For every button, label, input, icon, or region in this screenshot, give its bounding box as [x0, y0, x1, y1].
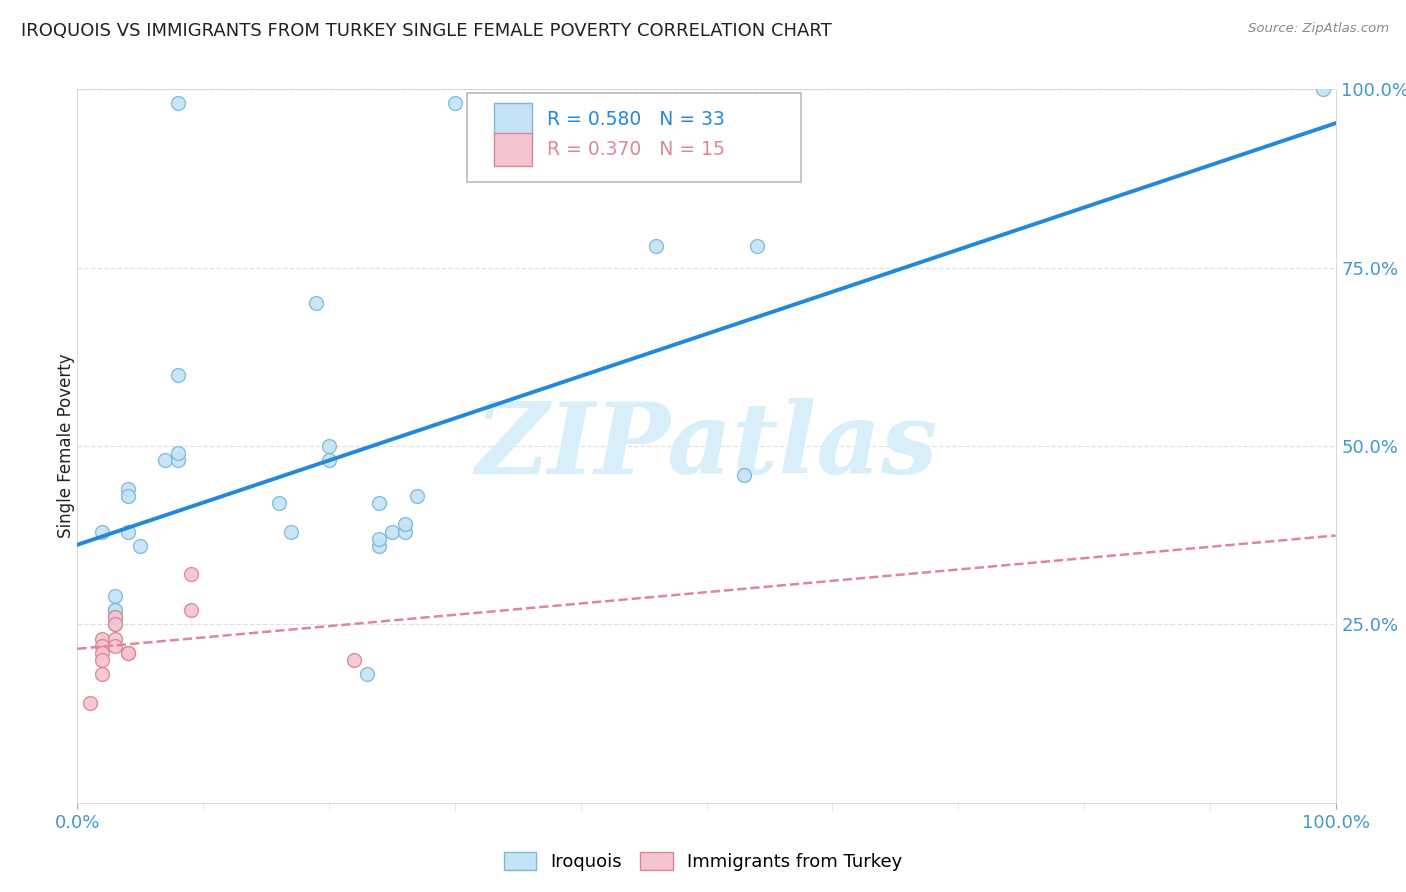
- Point: [394, 517, 416, 532]
- Text: R = 0.580   N = 33: R = 0.580 N = 33: [547, 110, 724, 129]
- Point: [104, 603, 127, 617]
- Point: [117, 646, 139, 660]
- Bar: [494, 103, 531, 136]
- Point: [104, 632, 127, 646]
- Point: [91, 646, 114, 660]
- Text: R = 0.370   N = 15: R = 0.370 N = 15: [547, 140, 724, 159]
- Bar: [494, 134, 531, 166]
- Point: [305, 296, 328, 310]
- Point: [167, 96, 190, 111]
- Point: [104, 589, 127, 603]
- Point: [280, 524, 302, 539]
- Text: IROQUOIS VS IMMIGRANTS FROM TURKEY SINGLE FEMALE POVERTY CORRELATION CHART: IROQUOIS VS IMMIGRANTS FROM TURKEY SINGL…: [21, 22, 832, 40]
- Point: [129, 539, 152, 553]
- Point: [104, 617, 127, 632]
- Point: [167, 368, 190, 382]
- Point: [167, 453, 190, 467]
- Point: [91, 639, 114, 653]
- Point: [180, 567, 202, 582]
- Point: [394, 524, 416, 539]
- Legend: Iroquois, Immigrants from Turkey: Iroquois, Immigrants from Turkey: [496, 845, 910, 879]
- Text: Source: ZipAtlas.com: Source: ZipAtlas.com: [1249, 22, 1389, 36]
- Text: ZIPatlas: ZIPatlas: [475, 398, 938, 494]
- Point: [733, 467, 755, 482]
- Point: [368, 532, 391, 546]
- Point: [368, 539, 391, 553]
- Point: [91, 653, 114, 667]
- Point: [645, 239, 668, 253]
- Point: [155, 453, 177, 467]
- Point: [368, 496, 391, 510]
- Point: [104, 617, 127, 632]
- Point: [318, 439, 340, 453]
- Point: [91, 524, 114, 539]
- Point: [117, 482, 139, 496]
- Y-axis label: Single Female Poverty: Single Female Poverty: [58, 354, 75, 538]
- Point: [444, 96, 467, 111]
- Point: [1312, 82, 1334, 96]
- Point: [117, 646, 139, 660]
- Point: [91, 667, 114, 681]
- FancyBboxPatch shape: [467, 93, 801, 182]
- Point: [79, 696, 101, 710]
- Point: [91, 632, 114, 646]
- Point: [267, 496, 290, 510]
- Point: [117, 489, 139, 503]
- Point: [117, 524, 139, 539]
- Point: [381, 524, 404, 539]
- Point: [104, 603, 127, 617]
- Point: [406, 489, 429, 503]
- Point: [180, 603, 202, 617]
- Point: [104, 639, 127, 653]
- Point: [343, 653, 366, 667]
- Point: [318, 453, 340, 467]
- Point: [167, 446, 190, 460]
- Point: [745, 239, 768, 253]
- Point: [104, 610, 127, 624]
- Point: [104, 610, 127, 624]
- Point: [356, 667, 378, 681]
